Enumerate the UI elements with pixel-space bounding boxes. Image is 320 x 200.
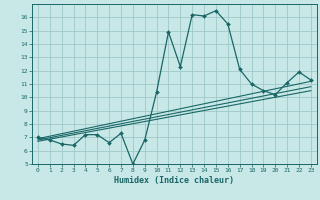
X-axis label: Humidex (Indice chaleur): Humidex (Indice chaleur) [115, 176, 234, 185]
